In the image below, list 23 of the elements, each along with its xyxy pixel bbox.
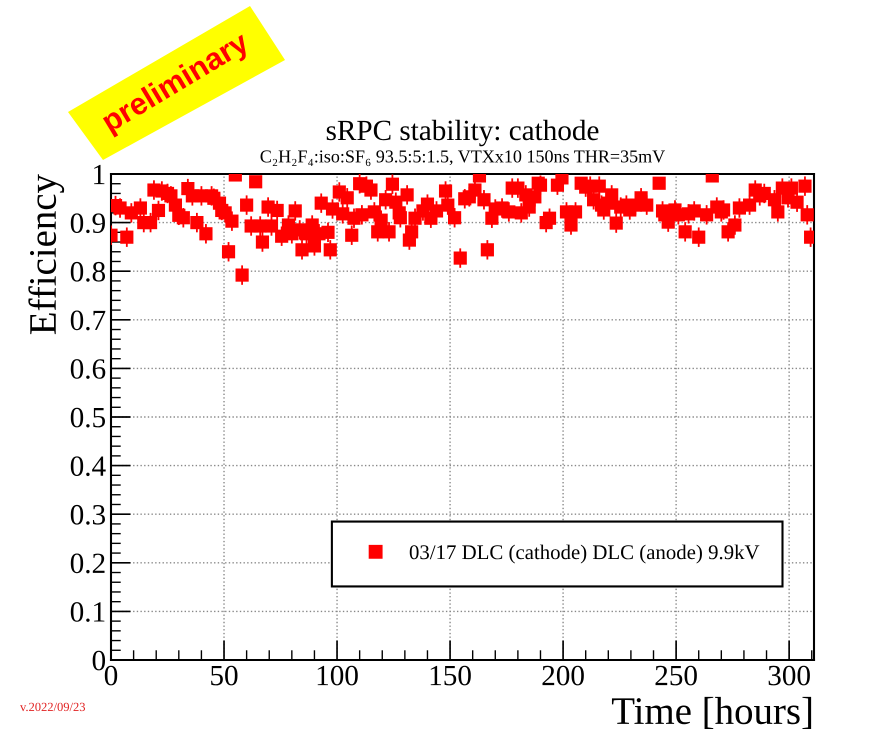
x-tick-label: 300 (768, 666, 810, 686)
y-tick-label: 0 (92, 650, 106, 670)
y-axis-title: Efficiency (28, 174, 64, 334)
y-tick-label: 0.8 (70, 262, 106, 282)
text: v.2022/09/23 (20, 702, 86, 712)
x-tick-label: 50 (211, 666, 238, 686)
chart-subtitle: C₂H₂F₄:iso:SF₆ 93.5:5:1.5, VTXx10 150ns THR=35mV (260, 150, 666, 166)
y-tick-label: 1 (94, 164, 104, 184)
y-tick-label: 0.7 (70, 310, 106, 330)
chart-title: sRPC stability: cathode (326, 120, 598, 146)
y-tick-label: 0.2 (70, 554, 105, 574)
x-axis-title: Time [hours] (612, 696, 812, 730)
y-tick-label: 0.6 (70, 359, 106, 379)
y-tick-label: 0.4 (70, 456, 106, 476)
y-tick-label: 0.5 (70, 408, 105, 428)
y-tick-label: 0.3 (70, 504, 105, 525)
x-tick-label: 100 (318, 666, 358, 686)
x-tick-label: 200 (542, 666, 584, 686)
y-tick-label: 0.9 (70, 213, 105, 234)
y-tick-label: 0.1 (70, 602, 104, 622)
x-tick-label: 250 (656, 666, 697, 686)
legend-label: 03/17 DLC (cathode) DLC (anode) 9.9kV (410, 544, 760, 564)
x-tick-label: 150 (430, 666, 471, 686)
